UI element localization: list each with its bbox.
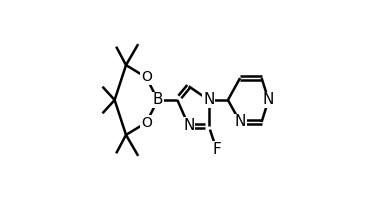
Text: N: N: [203, 92, 214, 108]
Text: B: B: [152, 92, 163, 108]
Text: O: O: [141, 116, 152, 130]
Text: N: N: [263, 92, 274, 108]
Text: N: N: [183, 118, 195, 133]
Text: F: F: [212, 142, 221, 157]
Text: N: N: [234, 114, 246, 129]
Text: O: O: [141, 70, 152, 84]
